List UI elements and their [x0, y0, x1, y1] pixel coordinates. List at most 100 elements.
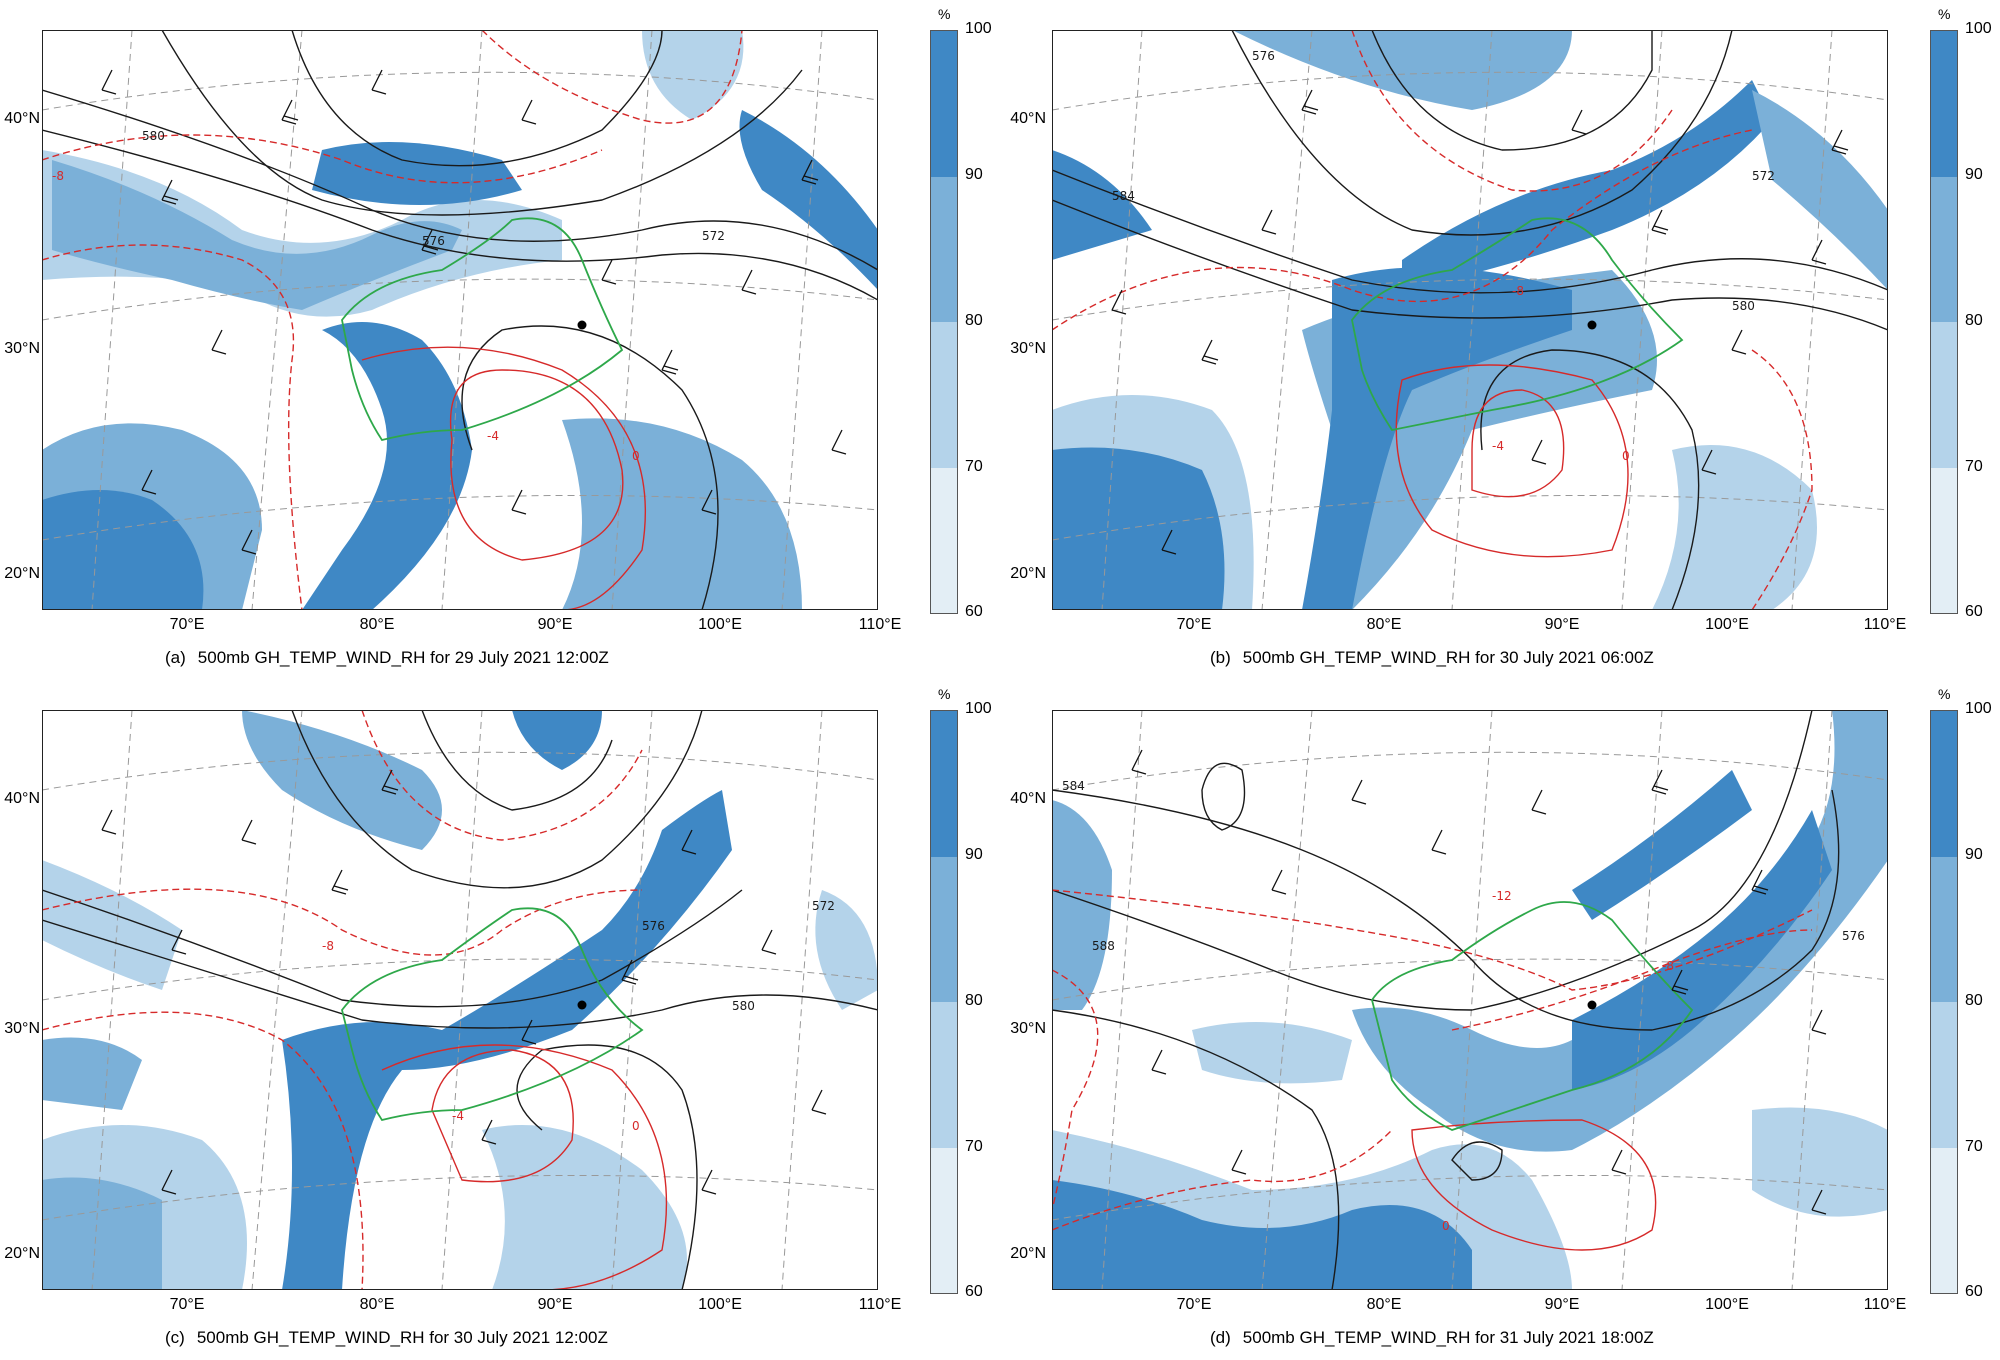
lat-label: 30°N [4, 340, 40, 357]
geopotential-contours [42, 710, 878, 1290]
contour-label: -8 [52, 169, 64, 183]
colorbar-tick: 70 [1965, 458, 1983, 475]
contour-label: -8 [1662, 959, 1674, 973]
contour-label: 576 [642, 919, 665, 933]
lon-label: 80°E [1366, 1296, 1402, 1313]
lat-label: 30°N [1010, 340, 1046, 357]
lat-label: 20°N [1010, 565, 1046, 582]
lat-label: 40°N [4, 790, 40, 807]
rh-shading [42, 710, 878, 1290]
regional-boundary [341, 907, 644, 1122]
wind-barbs [1111, 89, 1849, 555]
colorbar-tick: 80 [965, 992, 983, 1009]
station-marker [1587, 1000, 1597, 1010]
graticule [1052, 710, 1888, 1290]
lon-label: 110°E [858, 1296, 902, 1313]
contour-label: -4 [1492, 439, 1504, 453]
lat-label: 20°N [4, 1245, 40, 1262]
contour-label: 0 [1622, 449, 1630, 463]
station-marker [577, 320, 587, 330]
panel-c: 576 572 580 -8 -4 0 40°N 30°N 20°N 70°E … [0, 680, 1000, 1360]
wind-barbs [1131, 749, 1827, 1215]
lat-label: 30°N [1010, 1020, 1046, 1037]
panel-title: 500mb GH_TEMP_WIND_RH for 31 July 2021 1… [1242, 1328, 1654, 1347]
colorbar-tick: 100 [1965, 20, 1992, 37]
colorbar-tick: 60 [1965, 603, 1983, 620]
panel-title: 500mb GH_TEMP_WIND_RH for 29 July 2021 1… [197, 648, 609, 667]
rh-shading [1052, 30, 1888, 610]
contour-label: 584 [1062, 779, 1085, 793]
lon-label: 110°E [1863, 616, 1907, 633]
lat-label: 40°N [1010, 790, 1046, 807]
contour-label: 576 [422, 234, 445, 248]
colorbar-tick: 100 [965, 700, 992, 717]
lon-label: 100°E [698, 616, 742, 633]
lon-label: 90°E [1544, 1296, 1580, 1313]
lon-label: 70°E [1176, 616, 1212, 633]
colorbar-tick: 70 [965, 458, 983, 475]
contour-label: 576 [1842, 929, 1865, 943]
colorbar [930, 30, 958, 614]
contour-label: 0 [632, 1119, 640, 1133]
regional-boundary [1371, 901, 1694, 1131]
contour-label: -8 [1512, 284, 1524, 298]
panel-caption: (c) 500mb GH_TEMP_WIND_RH for 30 July 202… [165, 1328, 608, 1348]
colorbar-unit: % [1938, 6, 1951, 22]
colorbar-tick: 90 [965, 846, 983, 863]
contour-label: -12 [1492, 889, 1512, 903]
lon-label: 90°E [537, 1296, 573, 1313]
contour-label: 580 [1732, 299, 1755, 313]
contour-label: 580 [732, 999, 755, 1013]
map-area: 576 572 584 580 -8 -4 0 [1052, 30, 1888, 610]
lat-label: 40°N [1010, 110, 1046, 127]
lon-label: 70°E [169, 616, 205, 633]
colorbar-tick: 60 [1965, 1283, 1983, 1300]
geopotential-contours [42, 30, 878, 610]
map-area: 576 572 580 -8 -4 0 [42, 710, 878, 1290]
station-marker [1587, 320, 1597, 330]
wind-barbs [101, 69, 847, 555]
graticule [1052, 30, 1888, 610]
colorbar-tick: 100 [1965, 700, 1992, 717]
rh-shading [42, 30, 878, 610]
colorbar-tick: 100 [965, 20, 992, 37]
contour-label: 0 [632, 449, 640, 463]
panel-caption: (b) 500mb GH_TEMP_WIND_RH for 30 July 202… [1210, 648, 1654, 668]
panel-title: 500mb GH_TEMP_WIND_RH for 30 July 2021 1… [196, 1328, 608, 1347]
panel-tag: (c) [165, 1328, 185, 1347]
lon-label: 80°E [359, 616, 395, 633]
contour-label: 588 [1092, 939, 1115, 953]
colorbar [1930, 30, 1958, 614]
contour-label: 580 [142, 129, 165, 143]
colorbar-tick: 60 [965, 603, 983, 620]
lon-label: 110°E [858, 616, 902, 633]
lon-label: 70°E [169, 1296, 205, 1313]
lat-label: 20°N [4, 565, 40, 582]
map-area: 580 576 572 -8 -4 0 [42, 30, 878, 610]
panel-caption: (d) 500mb GH_TEMP_WIND_RH for 31 July 202… [1210, 1328, 1654, 1348]
colorbar [1930, 710, 1958, 1294]
rh-shading [1052, 710, 1888, 1290]
contour-label: -8 [322, 939, 334, 953]
lon-label: 100°E [698, 1296, 742, 1313]
lon-label: 80°E [1366, 616, 1402, 633]
panel-caption: (a) 500mb GH_TEMP_WIND_RH for 29 July 202… [165, 648, 609, 668]
contour-label: 576 [1252, 49, 1275, 63]
colorbar [930, 710, 958, 1294]
regional-boundary [341, 217, 624, 442]
geopotential-contours [1052, 30, 1888, 610]
colorbar-tick: 70 [1965, 1138, 1983, 1155]
wind-barbs [101, 769, 827, 1195]
colorbar-tick: 70 [965, 1138, 983, 1155]
panel-title: 500mb GH_TEMP_WIND_RH for 30 July 2021 0… [1242, 648, 1654, 667]
contour-label: 572 [1752, 169, 1775, 183]
contour-label: 572 [812, 899, 835, 913]
colorbar-tick: 80 [1965, 312, 1983, 329]
lon-label: 100°E [1705, 1296, 1749, 1313]
geopotential-contours [1052, 710, 1840, 1290]
panel-b: 576 572 584 580 -8 -4 0 40°N 30°N 20°N 7… [1000, 0, 2000, 680]
lon-label: 90°E [1544, 616, 1580, 633]
lon-label: 90°E [537, 616, 573, 633]
colorbar-unit: % [938, 686, 951, 702]
colorbar-tick: 90 [1965, 166, 1983, 183]
